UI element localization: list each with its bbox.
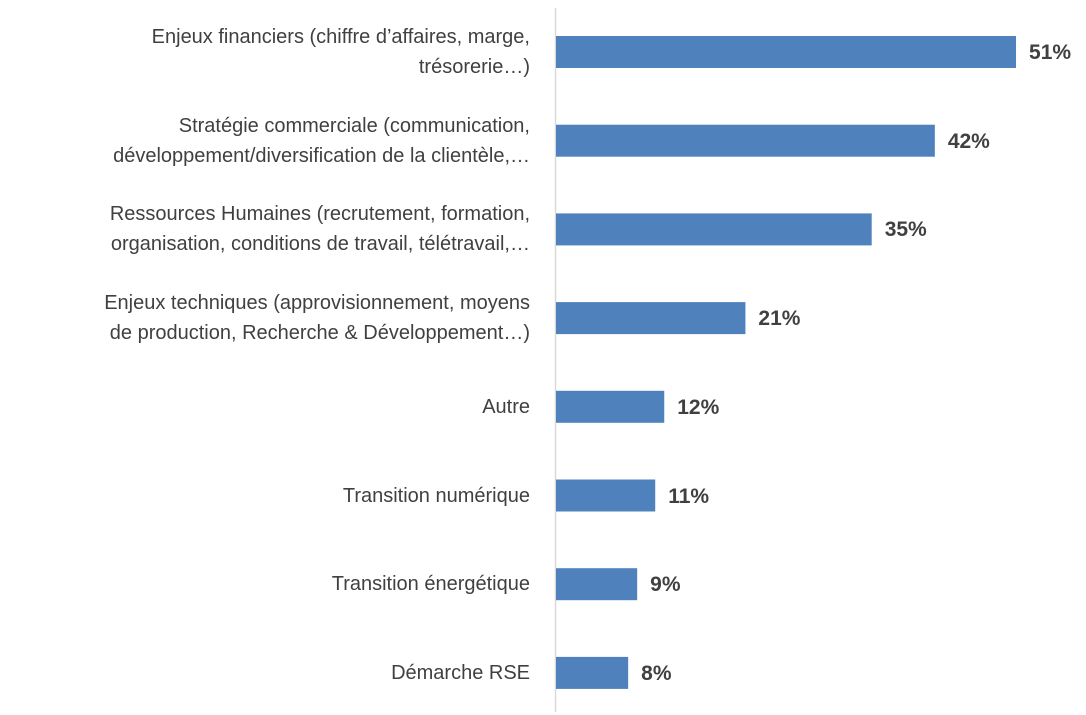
category-label: Stratégie commerciale (communication, dé… bbox=[113, 114, 530, 167]
bar bbox=[556, 213, 872, 246]
bar bbox=[556, 568, 638, 601]
value-label: 11% bbox=[668, 484, 710, 508]
bar bbox=[556, 390, 665, 423]
category-label: Autre bbox=[482, 395, 530, 418]
value-label: 8% bbox=[641, 661, 672, 685]
bar bbox=[556, 36, 1017, 68]
value-label: 42% bbox=[947, 129, 990, 153]
category-label: Transition numérique bbox=[342, 484, 530, 507]
category-label: Transition énergétique bbox=[331, 573, 530, 596]
category-label: Ressources Humaines (recrutement, format… bbox=[109, 203, 530, 256]
bar bbox=[556, 656, 629, 689]
bar bbox=[556, 302, 746, 335]
category-label: Enjeux financiers (chiffre d’affaires, m… bbox=[151, 26, 530, 78]
bar bbox=[556, 124, 935, 157]
value-label: 51% bbox=[1029, 41, 1072, 64]
value-label: 9% bbox=[650, 573, 681, 597]
category-label: Démarche RSE bbox=[391, 661, 530, 684]
bar bbox=[556, 479, 656, 512]
value-label: 35% bbox=[884, 218, 927, 242]
category-label: Enjeux techniques (approvisionnement, mo… bbox=[104, 292, 530, 345]
value-label: 21% bbox=[758, 307, 801, 331]
value-label: 12% bbox=[677, 395, 720, 419]
